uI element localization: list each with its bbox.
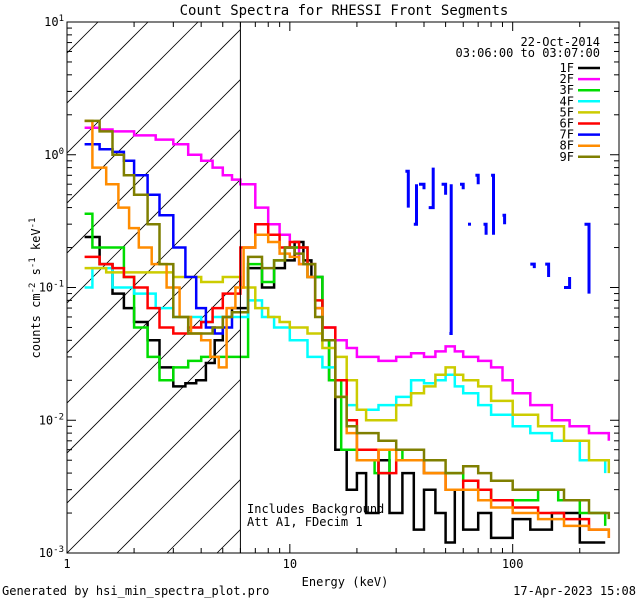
series-3f — [84, 212, 607, 526]
series-5f — [84, 266, 611, 474]
hatched-region — [67, 22, 241, 553]
series-7f-fragment — [483, 222, 488, 235]
hatch-line — [67, 22, 199, 154]
series-7f-fragment — [405, 169, 410, 208]
hatch-line — [116, 429, 241, 553]
legend-label-1f: 1F — [560, 61, 574, 75]
series-7f-fragment — [564, 277, 572, 289]
hatch-line — [67, 329, 241, 504]
footer-generated-by: Generated by hsi_min_spectra_plot.pro — [2, 584, 269, 598]
series-7f-fragment — [428, 167, 435, 210]
series-7f — [84, 142, 234, 335]
series-7f-fragment — [413, 184, 418, 226]
series-7f-fragment — [441, 182, 448, 195]
series-6f — [84, 222, 611, 538]
date-label: 22-Oct-2014 — [521, 35, 600, 49]
series-7f-fragment — [460, 182, 465, 190]
chart-title: Count Spectra for RHESSI Front Segments — [180, 3, 509, 19]
x-axis-label: Energy (keV) — [302, 575, 389, 589]
y-tick-label: 10-2 — [39, 412, 64, 427]
y-axis-label: counts cm-2 s-1 keV-1 — [28, 218, 43, 359]
legend-label-5f: 5F — [560, 105, 574, 119]
x-tick-label: 1 — [63, 557, 70, 571]
legend-label-8f: 8F — [560, 139, 574, 153]
legend-label-7f: 7F — [560, 128, 574, 142]
legend-label-6f: 6F — [560, 117, 574, 131]
legend-label-4f: 4F — [560, 94, 574, 108]
y-tick-label: 101 — [44, 14, 64, 29]
series-4f — [84, 266, 607, 474]
hatch-line — [67, 79, 241, 254]
series-7f-fragment — [530, 262, 536, 269]
hatch-line — [67, 279, 241, 454]
series-7f-fragment — [545, 262, 551, 277]
annotation-background: Includes Background — [247, 502, 384, 516]
series-1f — [84, 235, 606, 544]
legend-label-9f: 9F — [560, 150, 574, 164]
y-tick-label: 10-1 — [39, 280, 64, 295]
x-tick-label: 10 — [283, 557, 297, 571]
hatch-line — [67, 29, 241, 204]
time-range-label: 03:06:00 to 03:07:00 — [456, 46, 601, 60]
annotation-attenuator: Att A1, FDecim 1 — [247, 515, 363, 529]
legend-label-3f: 3F — [560, 83, 574, 97]
legend-label-2f: 2F — [560, 72, 574, 86]
y-tick-label: 100 — [44, 147, 64, 162]
plot-frame — [66, 21, 620, 554]
series-7f-fragment — [449, 184, 453, 335]
axis-ticks: 1 10 100 10-3 10-2 10-1 100 101 — [39, 14, 620, 571]
y-tick-label: 10-3 — [39, 545, 64, 560]
x-tick-label: 100 — [502, 557, 524, 571]
series-9f — [84, 119, 611, 520]
series-group — [84, 119, 611, 544]
series-7f-fragment — [584, 222, 591, 294]
series-7f-fragment — [419, 182, 426, 190]
footer-timestamp: 17-Apr-2023 15:08 — [513, 584, 636, 598]
hatch-line — [67, 379, 241, 553]
hatch-line — [67, 129, 241, 304]
hatch-line — [67, 229, 241, 404]
series-7f-fragment — [502, 213, 507, 225]
series-7f-fragment — [491, 173, 495, 235]
series-7f-fragment — [475, 173, 480, 185]
